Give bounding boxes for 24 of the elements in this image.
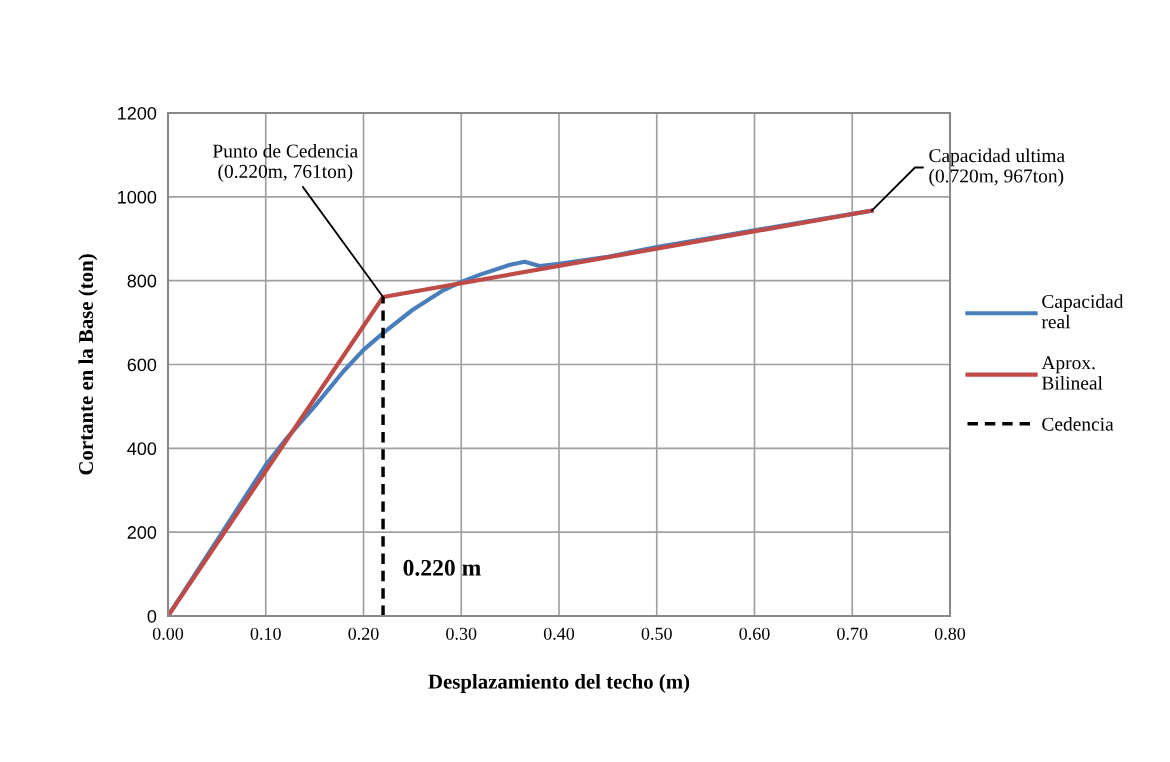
x-tick-label: 0.80 [934,627,966,640]
y-tick-label: 0 [147,609,157,623]
x-tick-label: 0.60 [739,627,770,640]
x-tick-label: 0.00 [152,627,184,640]
y-tick-label: 800 [127,274,157,288]
y-tick-label: 200 [127,526,157,539]
y-tick-label: 1200 [118,106,157,120]
y-axis-title: Cortante en la Base (ton) [78,254,98,475]
x-axis-title: Desplazamiento del techo (m) [428,674,690,693]
y-tick-label: 600 [127,358,157,372]
annotation: Punto de Cedencia (0.220m, 761ton) [212,143,358,182]
y-tick-label: 1000 [118,190,157,204]
x-tick-label: 0.70 [837,627,868,640]
legend-label: Capacidad real [1041,294,1124,329]
x-tick-label: 0.10 [250,627,281,640]
annotation: 0.220 m [403,559,481,576]
x-tick-label: 0.20 [348,627,379,640]
legend-label: Cedencia [1042,417,1114,431]
x-tick-label: 0.40 [543,627,575,640]
annotation: Capacidad ultima (0.720m, 967ton) [929,148,1065,187]
legend-label: Aprox. Bilineal [1041,356,1103,390]
x-tick-label: 0.30 [446,627,477,640]
x-tick-label: 0.50 [641,627,672,640]
y-tick-label: 400 [127,442,157,456]
